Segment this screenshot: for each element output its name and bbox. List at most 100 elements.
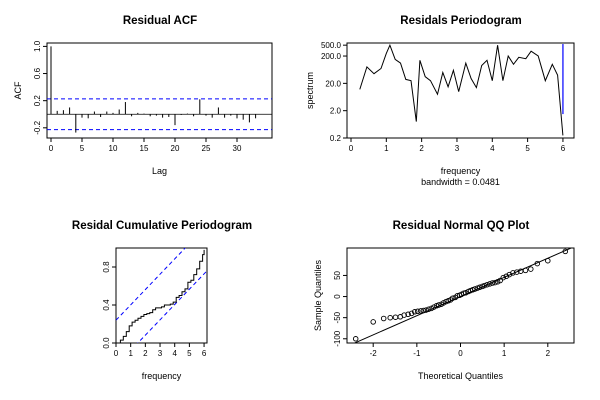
x-tick-label: 0 bbox=[349, 144, 354, 153]
qq-point bbox=[510, 270, 516, 276]
qq-point bbox=[503, 273, 510, 280]
x-tick-label: 5 bbox=[525, 144, 530, 153]
confidence-bound-line bbox=[116, 248, 186, 321]
y-tick-label: 0.2 bbox=[33, 95, 42, 107]
y-tick-label: 1.0 bbox=[33, 40, 42, 52]
x-tick-label: 2 bbox=[143, 349, 148, 358]
x-tick-label: 2 bbox=[546, 349, 551, 358]
x-tick-label: 4 bbox=[490, 144, 495, 153]
x-tick-label: 0 bbox=[49, 144, 54, 153]
y-tick-label: -100 bbox=[333, 330, 342, 347]
y-tick-label: 20.0 bbox=[325, 79, 341, 88]
x-tick-label: 2 bbox=[419, 144, 424, 153]
x-axis-label: Theoretical Quantiles bbox=[418, 371, 504, 381]
y-tick-label: 0.2 bbox=[330, 134, 342, 143]
y-tick-label: 0.4 bbox=[102, 299, 111, 311]
y-tick-label: 0.6 bbox=[33, 67, 42, 79]
x-tick-label: 15 bbox=[140, 144, 149, 153]
cumulative-step-line bbox=[116, 249, 205, 343]
qq-point bbox=[352, 336, 359, 342]
qq-point bbox=[418, 308, 424, 314]
qq-point bbox=[414, 308, 421, 315]
qq-point bbox=[484, 281, 490, 288]
x-tick-label: 5 bbox=[187, 349, 192, 358]
qq-point bbox=[514, 269, 520, 275]
qq-plot-panel: Residual Normal QQ Plot -2 -1 0 1 2 -100 -50 0 50… bbox=[313, 220, 575, 381]
qq-point bbox=[528, 266, 534, 272]
qq-point bbox=[440, 300, 447, 306]
x-axis-label: Lag bbox=[152, 166, 167, 176]
qq-point bbox=[562, 248, 569, 255]
y-tick-label: 50 bbox=[333, 270, 342, 279]
qq-point bbox=[431, 304, 437, 310]
qq-point bbox=[534, 260, 541, 267]
qq-point bbox=[486, 281, 493, 287]
chart-title: Residual Normal QQ Plot bbox=[393, 220, 530, 232]
clipped-group bbox=[116, 248, 207, 343]
qq-point bbox=[460, 290, 467, 296]
x-tick-label: -1 bbox=[413, 349, 421, 358]
qq-point bbox=[435, 302, 442, 308]
qq-point bbox=[420, 307, 427, 314]
qq-point bbox=[411, 309, 418, 315]
y-tick-label: 0 bbox=[333, 294, 342, 299]
y-axis-label: ACF bbox=[13, 81, 23, 100]
qq-point bbox=[387, 314, 393, 321]
qq-point bbox=[497, 277, 503, 284]
x-tick-label: 6 bbox=[561, 144, 566, 153]
qq-point bbox=[472, 286, 478, 292]
x-tick-label: 1 bbox=[384, 144, 389, 153]
y-tick-label: 200.0 bbox=[321, 52, 342, 61]
qq-point bbox=[423, 307, 429, 313]
x-tick-label: -2 bbox=[370, 349, 378, 358]
qq-point bbox=[500, 274, 507, 281]
x-tick-label: 3 bbox=[455, 144, 460, 153]
qq-point bbox=[481, 282, 488, 289]
qq-point bbox=[522, 267, 529, 274]
qq-point bbox=[545, 257, 551, 264]
qq-point bbox=[428, 305, 435, 312]
x-tick-label: 25 bbox=[202, 144, 211, 153]
qq-point bbox=[408, 310, 415, 317]
cumulative-periodogram-panel: Residal Cumulative Periodogram 0 1 2 3 4 5 6 0.0… bbox=[72, 220, 252, 381]
y-tick-label: 2.0 bbox=[330, 107, 342, 116]
x-axis-label: frequency bbox=[142, 371, 182, 381]
qq-point bbox=[492, 279, 498, 286]
plot-frame bbox=[46, 42, 273, 139]
qq-point bbox=[425, 306, 432, 312]
chart-title: Residals Periodogram bbox=[400, 15, 521, 27]
x-tick-label: 10 bbox=[109, 144, 118, 153]
periodogram-panel: Residals Periodogram 0 1 2 3 4 5 6 0.2 2.0 20.0 200… bbox=[305, 15, 575, 187]
qq-point bbox=[370, 319, 376, 325]
y-tick-label: 500.0 bbox=[321, 41, 342, 50]
qq-point bbox=[476, 284, 483, 291]
y-tick-label: -50 bbox=[333, 311, 342, 323]
qq-point bbox=[489, 280, 496, 286]
qq-point bbox=[494, 279, 501, 285]
clipped-group bbox=[352, 248, 573, 343]
qq-point bbox=[380, 315, 387, 322]
x-tick-label: 1 bbox=[128, 349, 133, 358]
x-tick-label: 6 bbox=[202, 349, 207, 358]
qq-point bbox=[462, 290, 469, 296]
confidence-bound-line bbox=[137, 270, 207, 343]
bandwidth-label: bandwidth = 0.0481 bbox=[421, 177, 500, 187]
spectrum-line bbox=[359, 43, 564, 136]
plot-frame bbox=[115, 247, 208, 344]
qq-point bbox=[405, 311, 411, 318]
y-tick-label: 0.0 bbox=[102, 337, 111, 349]
x-axis-label: frequency bbox=[441, 166, 481, 176]
x-tick-label: 3 bbox=[158, 349, 163, 358]
y-axis-label: Sample Quantiles bbox=[313, 259, 323, 331]
x-tick-label: 5 bbox=[80, 144, 85, 153]
x-tick-label: 0 bbox=[114, 349, 119, 358]
x-tick-label: 0 bbox=[458, 349, 463, 358]
plot-frame bbox=[346, 42, 575, 139]
acf-panel: Residual ACF 0 5 10 15 20 25 30 -0.2 0.2 0.6 1.0 Lag… bbox=[13, 15, 273, 176]
qq-point bbox=[401, 312, 407, 318]
chart-title: Residual ACF bbox=[123, 15, 197, 27]
y-tick-label: 0.8 bbox=[102, 261, 111, 273]
x-tick-label: 30 bbox=[233, 144, 242, 153]
